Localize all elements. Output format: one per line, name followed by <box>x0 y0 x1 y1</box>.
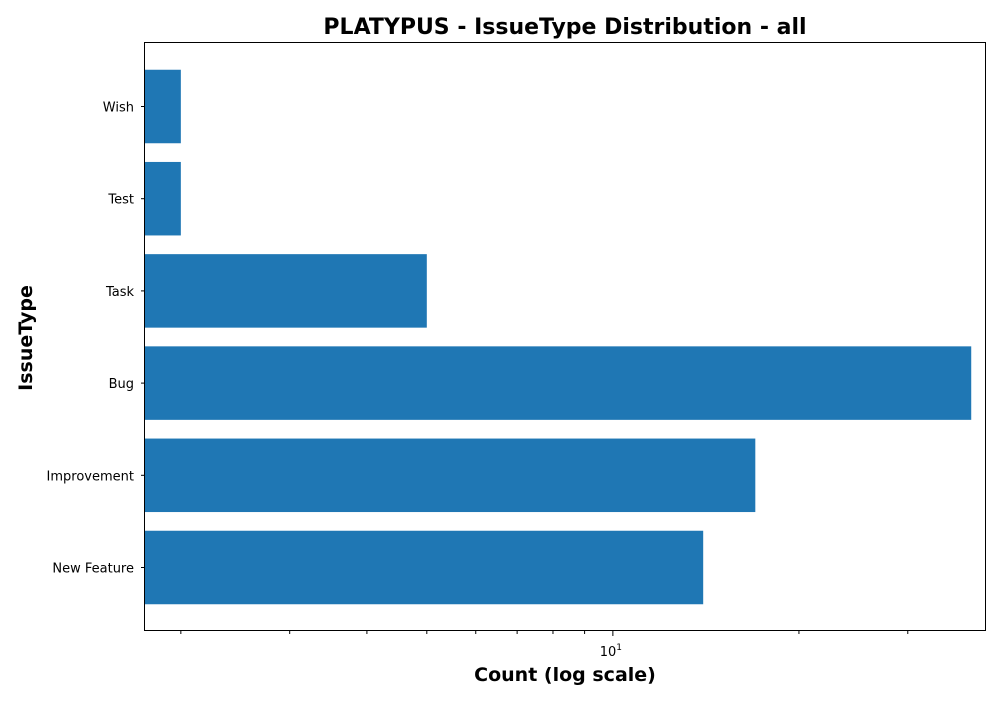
plot-frame <box>144 42 986 631</box>
bar-bug <box>145 346 972 420</box>
bar-wish <box>145 69 181 144</box>
x-tick-label: 101 <box>600 643 622 660</box>
y-tick-label-wish: Wish <box>103 101 134 116</box>
bar-task <box>145 254 427 328</box>
y-axis-label: IssueType <box>15 285 37 391</box>
y-tick-label-bug: Bug <box>109 377 134 392</box>
x-axis-label: Count (log scale) <box>474 664 656 686</box>
y-tick-label-task: Task <box>105 285 135 300</box>
bar-test <box>145 161 181 236</box>
y-tick-label-test: Test <box>107 193 134 208</box>
y-tick-label-new-feature: New Feature <box>52 562 134 577</box>
chart-title: PLATYPUS - IssueType Distribution - all <box>323 15 806 40</box>
x-axis-ticks: 101 <box>180 631 909 660</box>
bars-group <box>145 69 972 605</box>
bar-new-feature <box>145 530 704 605</box>
bar-improvement <box>145 438 756 513</box>
y-axis-ticks: New Feature Improvement Bug Task Test Wish <box>47 101 145 577</box>
y-tick-label-improvement: Improvement <box>47 469 134 484</box>
